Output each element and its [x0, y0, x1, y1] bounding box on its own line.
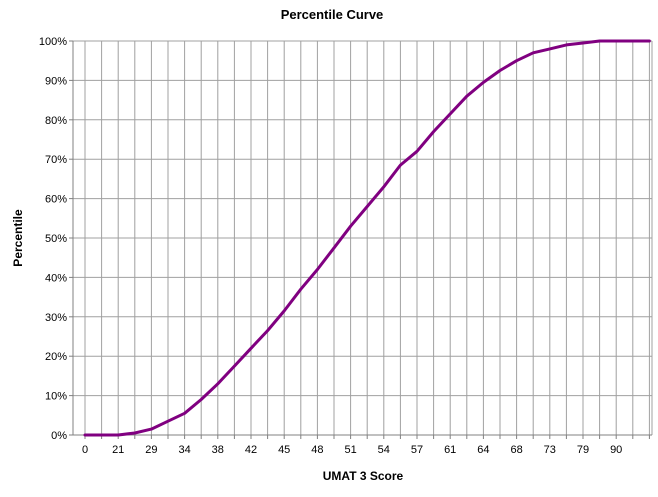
percentile-series-line: [83, 39, 651, 437]
x-tick-label: 34: [178, 444, 190, 456]
y-tick-label: 30%: [45, 312, 67, 324]
y-tick-label: 40%: [45, 272, 67, 284]
x-tick-label: 48: [311, 444, 323, 456]
x-tick-label: 68: [510, 444, 522, 456]
series-layer: [83, 39, 651, 437]
y-tick-label: 10%: [45, 391, 67, 403]
x-tick-label: 45: [278, 444, 290, 456]
y-tick-label: 90%: [45, 75, 67, 87]
label-layer: 0% 10% 20% 30% 40% 50% 60% 70% 80% 90% 100% 0 21 29 34…: [39, 36, 622, 456]
chart-title: Percentile Curve: [281, 7, 384, 22]
x-tick-label: 54: [378, 444, 390, 456]
x-tick-label: 64: [477, 444, 489, 456]
x-tick-label: 0: [82, 444, 88, 456]
x-tick-label: 79: [577, 444, 589, 456]
x-tick-label: 38: [212, 444, 224, 456]
y-tick-label: 60%: [45, 194, 67, 206]
y-tick-label: 20%: [45, 351, 67, 363]
y-tick-label: 70%: [45, 154, 67, 166]
y-axis-title: Percentile: [11, 209, 25, 267]
axis-layer: [69, 40, 652, 439]
x-tick-label: 21: [112, 444, 124, 456]
x-tick-label: 57: [411, 444, 423, 456]
y-tick-label: 50%: [45, 233, 67, 245]
x-tick-label: 90: [610, 444, 622, 456]
x-tick-label: 29: [145, 444, 157, 456]
grid-layer: [73, 40, 653, 435]
x-tick-label: 73: [544, 444, 556, 456]
x-tick-label: 42: [245, 444, 257, 456]
y-tick-label: 80%: [45, 115, 67, 127]
y-tick-label: 0%: [51, 430, 67, 442]
x-axis-title: UMAT 3 Score: [323, 469, 404, 483]
y-tick-label: 100%: [39, 36, 67, 48]
x-tick-label: 61: [444, 444, 456, 456]
x-tick-label: 51: [344, 444, 356, 456]
